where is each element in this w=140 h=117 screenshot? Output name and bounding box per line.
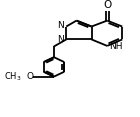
Text: O: O — [26, 72, 33, 81]
Text: N: N — [57, 21, 64, 30]
Text: NH: NH — [109, 42, 123, 51]
Text: CH$_3$: CH$_3$ — [4, 70, 21, 83]
Text: N: N — [57, 35, 64, 44]
Text: O: O — [103, 0, 111, 10]
